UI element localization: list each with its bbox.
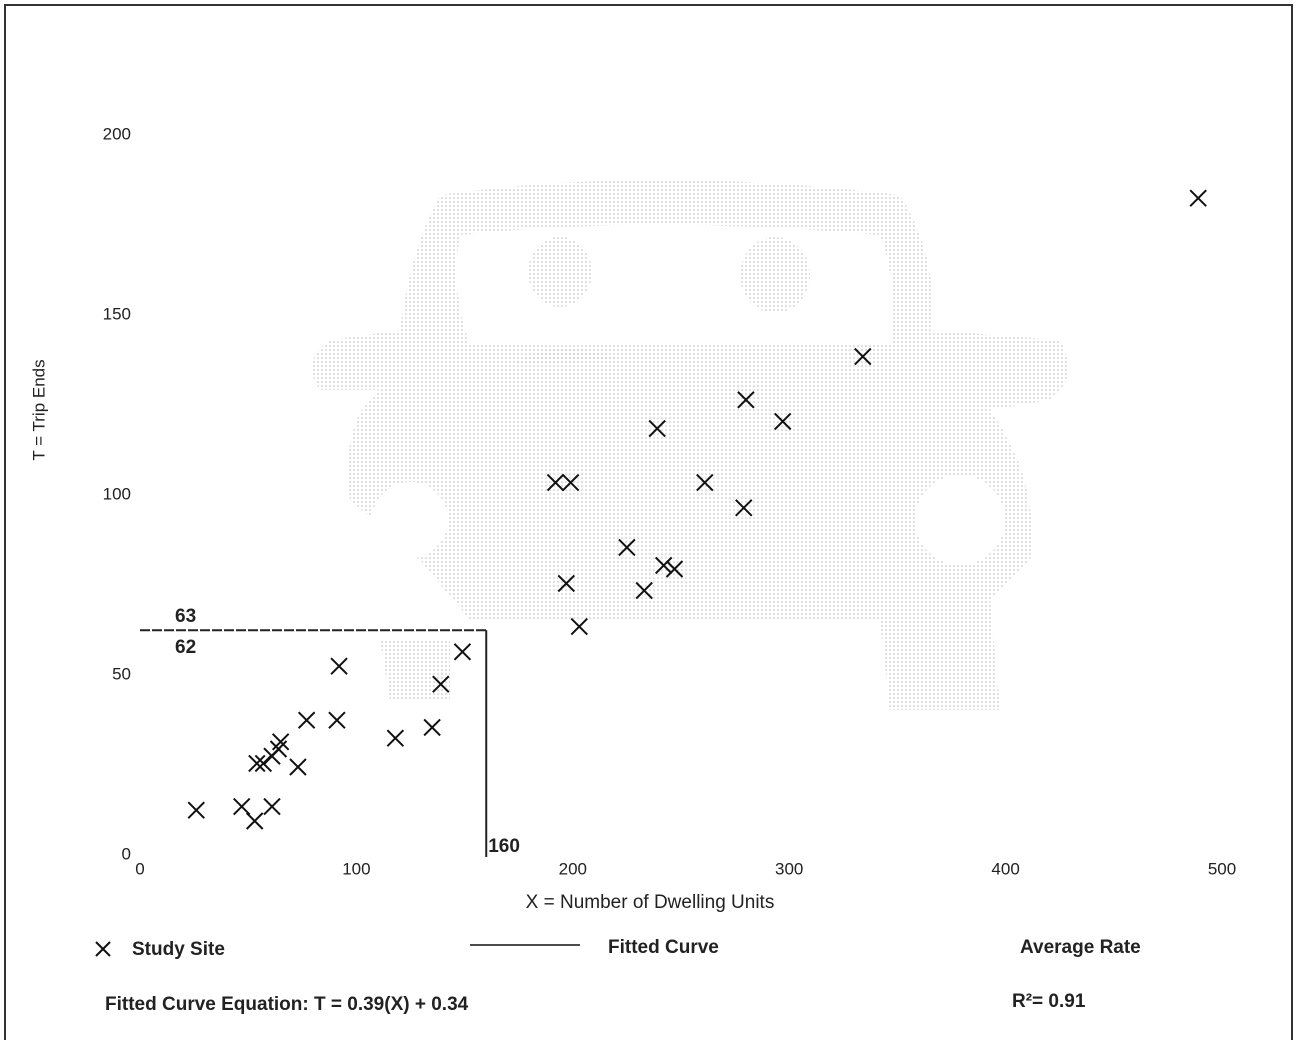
legend-label: Study Site	[132, 939, 225, 960]
legend-label: Average Rate	[1020, 937, 1141, 958]
chart: T = Trip Ends X = Number of Dwelling Uni…	[0, 0, 1297, 1040]
y-tick-label: 200	[103, 124, 131, 143]
study-site-point	[331, 658, 347, 674]
study-site-point	[264, 799, 280, 815]
x-tick-label: 0	[135, 859, 144, 878]
legend-label: Fitted Curve	[608, 937, 719, 958]
x-tick-label: 100	[342, 859, 370, 878]
x-axis-label: X = Number of Dwelling Units	[526, 892, 775, 913]
y-tick-label: 0	[122, 844, 131, 863]
y-axis-label: T = Trip Ends	[29, 359, 48, 460]
y-tick-label: 50	[112, 664, 131, 683]
study-site-point	[290, 759, 306, 775]
reference-label: 160	[488, 836, 520, 857]
study-site-point	[1190, 190, 1206, 206]
reference-label: 62	[175, 637, 196, 658]
study-site-point	[188, 802, 204, 818]
legend-marker	[96, 942, 110, 956]
study-site-point	[234, 799, 250, 815]
reference-label: 63	[175, 606, 196, 627]
y-tick-label: 100	[103, 484, 131, 503]
x-tick-label: 500	[1208, 859, 1236, 878]
study-site-point	[299, 712, 315, 728]
study-site-point	[454, 644, 470, 660]
equation: Fitted Curve Equation: T = 0.39(X) + 0.3…	[105, 994, 469, 1015]
study-site-point	[247, 813, 263, 829]
study-site-point	[329, 712, 345, 728]
x-tick-label: 300	[775, 859, 803, 878]
study-site-point	[387, 730, 403, 746]
study-site-point	[424, 719, 440, 735]
r-squared: R²= 0.91	[1012, 991, 1086, 1012]
study-site-point	[571, 619, 587, 635]
x-tick-label: 400	[991, 859, 1019, 878]
x-tick-label: 200	[559, 859, 587, 878]
y-tick-label: 150	[103, 304, 131, 323]
